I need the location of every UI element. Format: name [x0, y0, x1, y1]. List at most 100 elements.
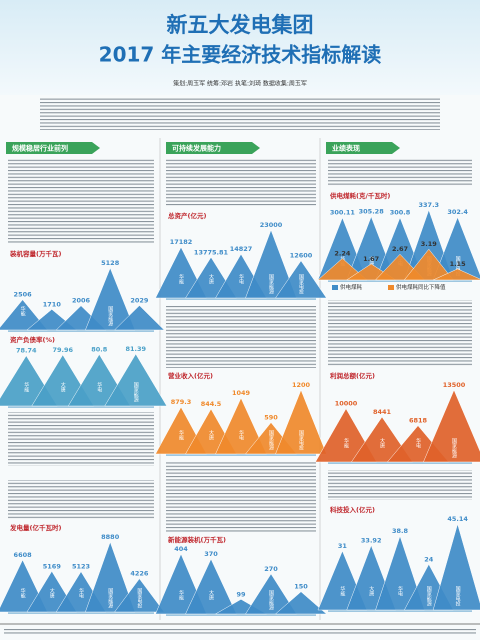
mountain — [433, 268, 480, 281]
mountain — [423, 389, 480, 463]
category-label: 国家电投 — [455, 256, 461, 277]
value-label: 270 — [264, 565, 278, 573]
chart-title: 营业收入(亿元) — [168, 371, 213, 380]
body-text — [8, 158, 472, 532]
value-label: 150 — [294, 583, 308, 591]
value-label: 5128 — [101, 259, 120, 267]
intro-text — [40, 98, 440, 130]
mountain — [0, 299, 48, 331]
category-label: 华能 — [178, 589, 184, 601]
ground — [328, 610, 472, 612]
category-label: 国家电投 — [298, 274, 304, 295]
category-label: 国家能源 — [268, 430, 274, 451]
value-label: 844.5 — [201, 400, 222, 408]
category-label: 大唐 — [368, 585, 374, 597]
value-label: 80.8 — [91, 345, 108, 353]
mountain — [432, 523, 480, 611]
mountain — [114, 578, 165, 613]
value-label: 305.28 — [359, 208, 385, 216]
value-label: 33.92 — [361, 536, 382, 544]
category-label: 国家能源 — [451, 438, 457, 459]
category-label: 国家电投 — [455, 586, 461, 607]
section-title: 规模稳居行业前列 — [12, 144, 68, 153]
category-label: 国家能源 — [426, 586, 432, 607]
section-header: 规模稳居行业前列 — [6, 142, 100, 154]
chart-title: 资产负债率(%) — [10, 335, 55, 344]
value-label: 2.24 — [334, 249, 351, 257]
category-label: 华能 — [23, 381, 29, 393]
chart-title: 总资产(亿元) — [168, 211, 206, 220]
value-label: 1200 — [292, 381, 311, 389]
value-label: 1.15 — [450, 260, 467, 268]
legend-label: 供电煤耗 — [340, 283, 363, 291]
category-label: 国家电投 — [298, 430, 304, 451]
chart-title: 新能源装机(万千瓦) — [168, 535, 226, 544]
value-label: 3.19 — [421, 240, 438, 248]
ground — [166, 454, 316, 456]
value-label: 4226 — [130, 570, 149, 578]
category-label: 华能 — [178, 429, 184, 441]
byline: 策划:周玉军 统筹:邓岩 执笔:刘琦 数据收集:周玉军 — [173, 80, 307, 88]
value-label: 8880 — [101, 533, 120, 541]
value-label: 404 — [174, 545, 188, 553]
category-label: 大唐 — [60, 381, 66, 393]
chart-title: 发电量(亿千瓦时) — [9, 523, 61, 532]
section-header: 可持续发展能力 — [166, 142, 260, 154]
category-label: 华电 — [397, 585, 403, 596]
category-label: 国家能源 — [268, 590, 274, 611]
value-label: 13775.81 — [194, 248, 229, 256]
value-label: 6608 — [14, 551, 33, 559]
mountain — [104, 353, 168, 407]
category-label: 大唐 — [379, 437, 385, 449]
title: 新五大发电集团 — [167, 13, 314, 37]
value-label: 337.3 — [419, 201, 440, 209]
section-title: 业绩表现 — [332, 144, 360, 153]
category-label: 国家电投 — [136, 588, 142, 609]
category-label: 大唐 — [208, 273, 214, 285]
category-label: 大唐 — [49, 587, 55, 599]
value-label: 31 — [338, 542, 348, 550]
value-label: 879.3 — [171, 398, 192, 406]
value-label: 590 — [264, 414, 278, 422]
value-label: 78.74 — [16, 347, 37, 355]
value-label: 14827 — [230, 245, 253, 253]
value-label: 13500 — [443, 381, 466, 389]
value-label: 17182 — [170, 238, 193, 246]
category-label: 华能 — [343, 437, 349, 449]
category-label: 华能 — [339, 585, 345, 597]
mountain — [85, 267, 136, 331]
mountain — [275, 389, 327, 455]
chart-title: 利润总额(亿元) — [330, 371, 375, 380]
ground — [328, 280, 472, 282]
ground — [328, 462, 472, 464]
value-label: 370 — [204, 550, 218, 558]
value-label: 38.8 — [392, 527, 409, 535]
legend-swatch — [388, 285, 394, 290]
value-label: 1710 — [43, 300, 62, 308]
category-label: 华电 — [78, 587, 84, 598]
value-label: 1.67 — [363, 255, 379, 263]
value-label: 2.67 — [392, 245, 408, 253]
mountain — [113, 305, 165, 331]
category-label: 国家能源 — [107, 588, 113, 609]
category-label: 华电 — [238, 273, 244, 284]
value-label: 5169 — [43, 562, 62, 570]
mountain — [185, 558, 237, 615]
chart-title: 供电煤耗(克/千瓦时) — [329, 191, 390, 200]
category-label: 国家能源 — [268, 274, 274, 295]
value-label: 10000 — [335, 400, 358, 408]
value-label: 302.4 — [447, 208, 468, 216]
ground — [166, 298, 316, 300]
value-label: 6818 — [409, 417, 428, 425]
category-label: 华能 — [178, 273, 184, 285]
category-label: 华电 — [415, 437, 421, 448]
value-label: 5123 — [72, 563, 90, 571]
section-title: 可持续发展能力 — [172, 144, 221, 153]
value-label: 2506 — [14, 291, 33, 299]
value-label: 24 — [424, 555, 434, 563]
mountain — [275, 260, 327, 299]
footer-text — [4, 628, 476, 634]
value-label: 300.11 — [330, 209, 356, 217]
legend-swatch — [332, 285, 338, 290]
category-label: 国家能源 — [107, 306, 113, 327]
